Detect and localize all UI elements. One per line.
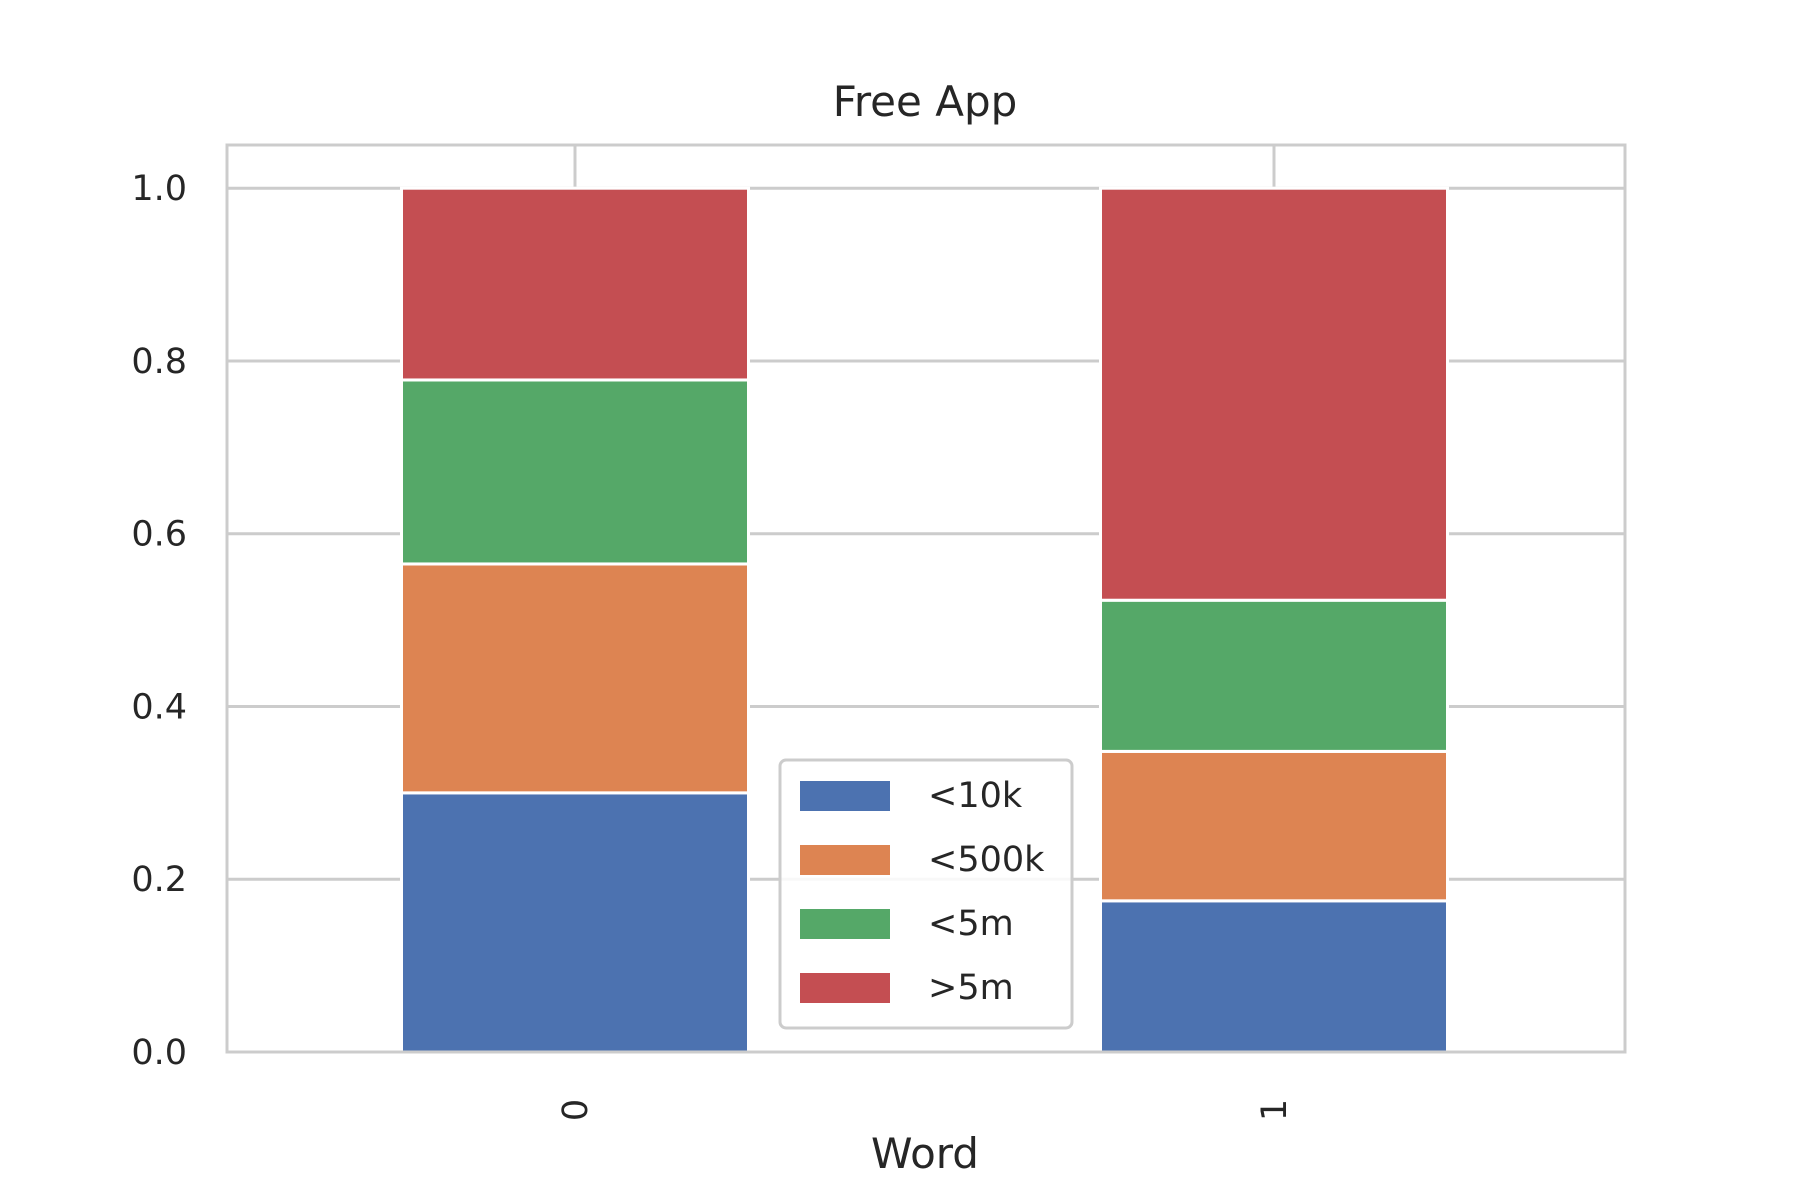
legend-swatch <box>800 973 890 1003</box>
legend-box <box>778 758 1074 1030</box>
x-axis-label: Word <box>871 1129 979 1178</box>
bar-segment <box>1099 749 1449 903</box>
legend-swatch <box>800 845 890 875</box>
y-tick-label: 0.6 <box>131 515 187 555</box>
plot-area: 0.0 0.2 0.4 0.6 0.8 1.0 0 1 <10k <500k <5m >5m <box>131 143 1627 1121</box>
bar-segment <box>1099 899 1449 1054</box>
bar-segment <box>400 562 750 795</box>
y-tick-label: 0.4 <box>131 687 187 727</box>
legend-label: <5m <box>928 904 1014 944</box>
bar-segment <box>1099 598 1449 753</box>
chart-title: Free App <box>833 77 1018 126</box>
bar-segment <box>400 791 750 1054</box>
y-tick-label: 0.2 <box>131 860 187 900</box>
bar-segment <box>1099 186 1449 602</box>
y-tick-label: 1.0 <box>131 169 187 209</box>
legend-swatch <box>800 909 890 939</box>
x-tick-label: 0 <box>556 1099 596 1121</box>
legend-label: <10k <box>928 776 1023 816</box>
plot-frame <box>225 143 1627 1054</box>
y-tick-label: 0.8 <box>131 342 187 382</box>
legend: <10k <500k <5m >5m <box>778 758 1074 1030</box>
legend-label: >5m <box>928 968 1014 1008</box>
legend-swatch <box>800 781 890 811</box>
bar-segment <box>400 186 750 382</box>
y-tick-label: 0.0 <box>131 1033 187 1073</box>
bar-segment <box>400 378 750 566</box>
x-tick-label: 1 <box>1255 1099 1295 1121</box>
legend-label: <500k <box>928 840 1045 880</box>
